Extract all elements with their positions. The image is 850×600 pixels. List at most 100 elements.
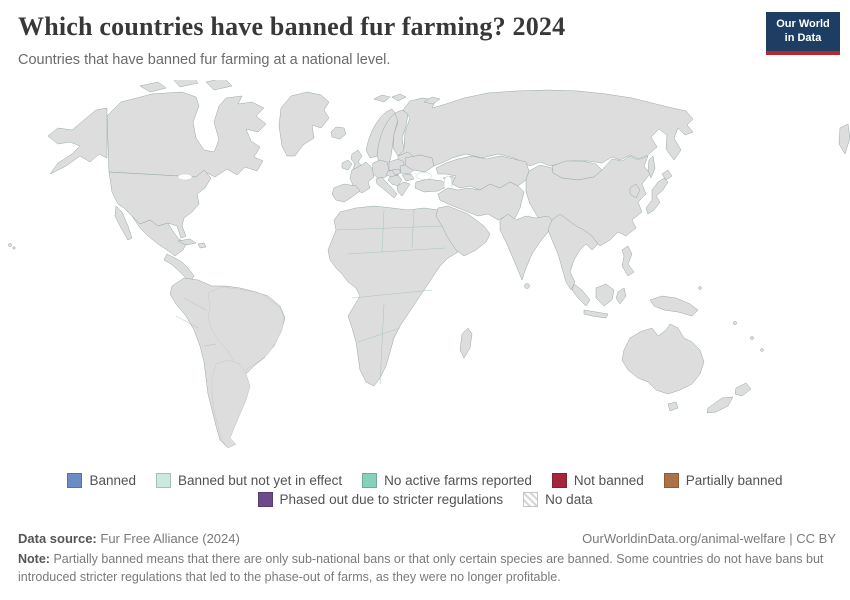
data-source-label: Data source: [18, 531, 97, 546]
region-svalbard[interactable] [373, 94, 391, 103]
region-japan-hokkaido[interactable] [661, 169, 673, 181]
legend-item-partially-banned[interactable]: Partially banned [663, 473, 783, 488]
region-japan[interactable] [645, 177, 669, 215]
legend-swatch-banned-not-yet [155, 473, 171, 488]
region-pacific-island[interactable] [698, 286, 702, 290]
region-bulgaria[interactable] [401, 173, 415, 182]
map-legend: Banned Banned but not yet in effect No a… [0, 473, 850, 507]
region-borneo[interactable] [595, 283, 615, 307]
legend-label: No data [545, 492, 593, 507]
region-italy[interactable] [375, 176, 398, 199]
region-greenland[interactable] [278, 91, 330, 157]
region-france[interactable] [349, 161, 375, 194]
region-brazil[interactable] [207, 286, 285, 377]
region-new-guinea[interactable] [649, 295, 699, 317]
region-sulawesi[interactable] [615, 287, 627, 305]
region-philippines[interactable] [621, 245, 635, 277]
region-hispaniola[interactable] [197, 242, 207, 249]
region-cuba[interactable] [177, 238, 197, 246]
legend-label: Banned but not yet in effect [177, 473, 343, 488]
page-title: Which countries have banned fur farming?… [18, 12, 566, 41]
owid-link[interactable]: OurWorldinData.org/animal-welfare | CC B… [582, 531, 836, 546]
footnote-text: Partially banned means that there are on… [18, 552, 824, 584]
region-central-america[interactable] [163, 253, 195, 283]
region-sumatra[interactable] [571, 283, 591, 307]
footnote: Note: Partially banned means that there … [18, 551, 826, 587]
region-ukraine[interactable] [404, 154, 435, 173]
internal-borders [175, 297, 217, 347]
region-svalbard[interactable] [391, 93, 407, 102]
region-new-zealand-north[interactable] [734, 382, 752, 397]
internal-borders [335, 209, 447, 385]
region-pacific-island[interactable] [733, 321, 737, 325]
owid-logo-line1: Our World [776, 18, 830, 30]
region-middle-east[interactable] [437, 181, 525, 221]
region-baja[interactable] [114, 205, 133, 241]
legend-label: Banned [89, 473, 136, 488]
region-india[interactable] [499, 213, 555, 281]
legend-label: Not banned [573, 473, 644, 488]
legend-item-banned[interactable]: Banned [67, 473, 136, 488]
legend-swatch-partially-banned [663, 473, 679, 488]
legend-label: Partially banned [685, 473, 783, 488]
chart-header: Which countries have banned fur farming?… [18, 12, 758, 68]
legend-item-no-active-farms[interactable]: No active farms reported [362, 473, 532, 488]
legend-swatch-phased-out [257, 492, 273, 507]
data-source-value: Fur Free Alliance (2024) [100, 531, 240, 546]
legend-label: No active farms reported [384, 473, 532, 488]
region-sakhalin[interactable] [647, 155, 656, 179]
region-korea[interactable] [629, 183, 641, 199]
footnote-label: Note: [18, 552, 50, 566]
data-source: Data source: Fur Free Alliance (2024) [18, 531, 240, 546]
legend-label: Phased out due to stricter regulations [279, 492, 504, 507]
region-iceland[interactable] [330, 126, 347, 140]
legend-row-1: Banned Banned but not yet in effect No a… [67, 473, 783, 488]
region-canada-island[interactable] [139, 81, 167, 93]
owid-logo-line2: in Data [784, 31, 822, 44]
legend-swatch-banned [67, 473, 83, 488]
region-argentina[interactable] [211, 359, 251, 449]
legend-item-phased-out[interactable]: Phased out due to stricter regulations [257, 492, 504, 507]
region-canada-island[interactable] [172, 80, 199, 88]
region-finland[interactable] [392, 109, 409, 157]
great-lakes [177, 173, 193, 181]
legend-swatch-not-banned [551, 473, 567, 488]
region-canada-island[interactable] [205, 80, 233, 91]
region-new-zealand-south[interactable] [706, 396, 734, 414]
world-map[interactable] [0, 80, 850, 472]
legend-swatch-no-data [523, 492, 539, 507]
region-madagascar[interactable] [459, 327, 473, 359]
owid-logo[interactable]: Our World in Data [766, 12, 840, 55]
region-turkey[interactable] [414, 178, 449, 193]
region-australia[interactable] [621, 323, 705, 395]
region-iberia[interactable] [331, 183, 361, 203]
region-canada[interactable] [106, 91, 267, 178]
region-pacific-island[interactable] [760, 348, 764, 352]
footer: Data source: Fur Free Alliance (2024) Ou… [18, 531, 836, 546]
region-pacific-island[interactable] [750, 336, 754, 340]
region-southeast-asia[interactable] [547, 213, 599, 291]
region-russia[interactable] [397, 89, 694, 167]
region-chukotka-fragment[interactable] [838, 123, 850, 155]
legend-item-no-data[interactable]: No data [523, 492, 592, 507]
region-greece[interactable] [396, 181, 411, 197]
black-sea [415, 172, 433, 180]
region-alaska[interactable] [47, 107, 108, 175]
region-africa[interactable] [327, 205, 465, 387]
region-sri-lanka[interactable] [524, 283, 530, 289]
region-novaya-zemlya[interactable] [423, 96, 441, 105]
region-arabia[interactable] [435, 205, 491, 257]
region-tasmania[interactable] [667, 401, 679, 412]
page-subtitle: Countries that have banned fur farming a… [18, 52, 391, 68]
legend-swatch-no-active-farms [362, 473, 378, 488]
legend-row-2: Phased out due to stricter regulations N… [257, 492, 592, 507]
legend-item-banned-not-yet[interactable]: Banned but not yet in effect [155, 473, 343, 488]
legend-item-not-banned[interactable]: Not banned [551, 473, 644, 488]
region-sweden[interactable] [376, 112, 400, 169]
region-hawaii[interactable] [8, 243, 12, 247]
region-united-states[interactable] [108, 169, 212, 239]
region-hawaii[interactable] [12, 246, 16, 250]
region-ireland[interactable] [341, 159, 353, 171]
region-java[interactable] [583, 309, 609, 319]
